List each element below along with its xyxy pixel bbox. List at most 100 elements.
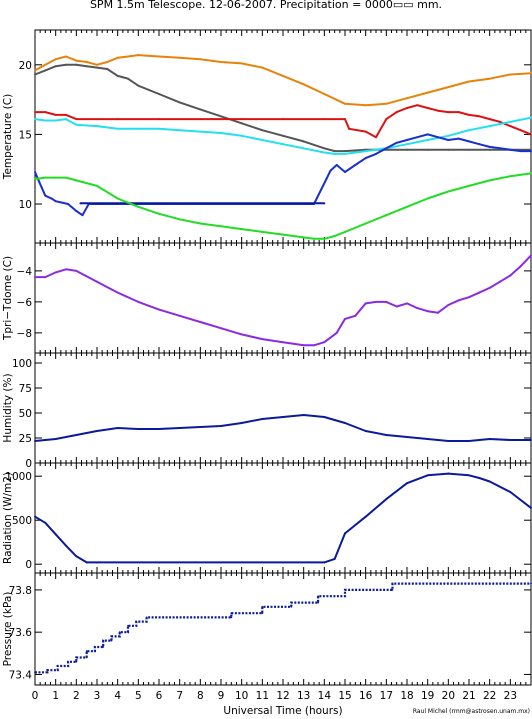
- data-point: [406, 148, 408, 151]
- data-point: [323, 147, 326, 150]
- data-point: [85, 561, 88, 564]
- data-point: [178, 218, 181, 221]
- data-point: [261, 230, 264, 233]
- data-point: [426, 133, 429, 136]
- data-point: [178, 56, 181, 59]
- data-point: [364, 515, 367, 518]
- data-point: [468, 296, 470, 299]
- data-point: [85, 61, 88, 64]
- panel-0: 10 15 20 Temperature (C): [2, 29, 532, 244]
- data-point: [457, 137, 460, 140]
- data-point: [54, 58, 57, 61]
- data-point: [395, 141, 398, 144]
- data-point: [158, 127, 160, 130]
- data-point: [199, 118, 202, 121]
- data-point: [106, 61, 109, 64]
- data-point: [96, 66, 98, 69]
- data-point: [385, 214, 388, 217]
- data-point: [333, 152, 336, 155]
- data-point: [426, 148, 429, 151]
- data-point: [302, 344, 305, 347]
- data-point: [220, 61, 222, 64]
- data-point: [302, 147, 305, 150]
- data-point: [447, 472, 450, 475]
- data-point: [406, 97, 408, 100]
- data-point: [110, 635, 113, 638]
- data-point: [488, 480, 491, 483]
- data-point: [302, 414, 305, 416]
- data-point: [137, 428, 140, 430]
- data-point: [282, 561, 284, 564]
- y-axis-label: Radiation (W/m2): [2, 472, 14, 564]
- data-point: [416, 104, 419, 107]
- data-point: [302, 140, 305, 143]
- series-line: [35, 104, 532, 139]
- data-point: [240, 228, 243, 231]
- data-point: [178, 427, 181, 429]
- data-point: [145, 616, 148, 619]
- data-point: [519, 129, 522, 132]
- x-tick-label: 9: [218, 690, 225, 702]
- data-point: [509, 120, 512, 123]
- data-point: [385, 498, 388, 501]
- data-point: [96, 430, 98, 432]
- x-tick-label: 12: [276, 690, 289, 702]
- plot-title: SPM 1.5m Telescope. 12-06-2007. Precipit…: [90, 0, 442, 11]
- data-point: [158, 308, 160, 311]
- x-tick-label: 8: [197, 690, 204, 702]
- data-point: [468, 184, 470, 187]
- data-point: [34, 69, 36, 72]
- x-tick-label: 4: [114, 690, 121, 702]
- data-point: [54, 113, 57, 116]
- data-point: [447, 111, 450, 114]
- data-point: [199, 108, 202, 111]
- data-point: [65, 268, 67, 271]
- data-point: [437, 109, 439, 112]
- data-point: [323, 561, 326, 564]
- data-point: [137, 300, 140, 303]
- data-point: [118, 631, 121, 634]
- data-point: [116, 74, 119, 77]
- data-point: [116, 56, 119, 59]
- data-point: [75, 123, 78, 126]
- data-point: [199, 426, 202, 428]
- data-point: [468, 80, 470, 83]
- data-point: [261, 612, 264, 615]
- data-point: [34, 118, 36, 121]
- x-tick-label: 22: [483, 690, 496, 702]
- x-tick-label: 15: [338, 690, 351, 702]
- data-point: [323, 151, 326, 154]
- data-point: [85, 656, 88, 659]
- data-point: [447, 190, 450, 193]
- data-point: [391, 589, 394, 591]
- data-point: [335, 164, 338, 167]
- data-point: [344, 118, 346, 121]
- data-point: [426, 91, 429, 94]
- data-point: [137, 205, 140, 208]
- data-point: [116, 427, 119, 429]
- data-point: [416, 307, 419, 310]
- data-point: [447, 138, 450, 141]
- y-axis-label: Pressure (kPa): [2, 592, 14, 667]
- data-point: [199, 58, 202, 61]
- data-point: [313, 237, 315, 240]
- data-point: [385, 118, 388, 121]
- y-tick-label: 73.4: [9, 669, 33, 681]
- data-point: [468, 140, 470, 143]
- data-point: [323, 341, 326, 344]
- data-point: [137, 127, 140, 130]
- data-point: [364, 430, 367, 432]
- data-point: [54, 271, 57, 274]
- data-point: [426, 310, 429, 313]
- data-point: [158, 561, 160, 564]
- data-point: [375, 136, 377, 139]
- y-tick-label: 20: [19, 60, 32, 72]
- data-point: [96, 184, 98, 187]
- data-point: [426, 474, 429, 477]
- data-point: [468, 474, 470, 477]
- series-line: [34, 54, 532, 107]
- x-tick-label: 6: [156, 690, 163, 702]
- data-point: [364, 150, 367, 153]
